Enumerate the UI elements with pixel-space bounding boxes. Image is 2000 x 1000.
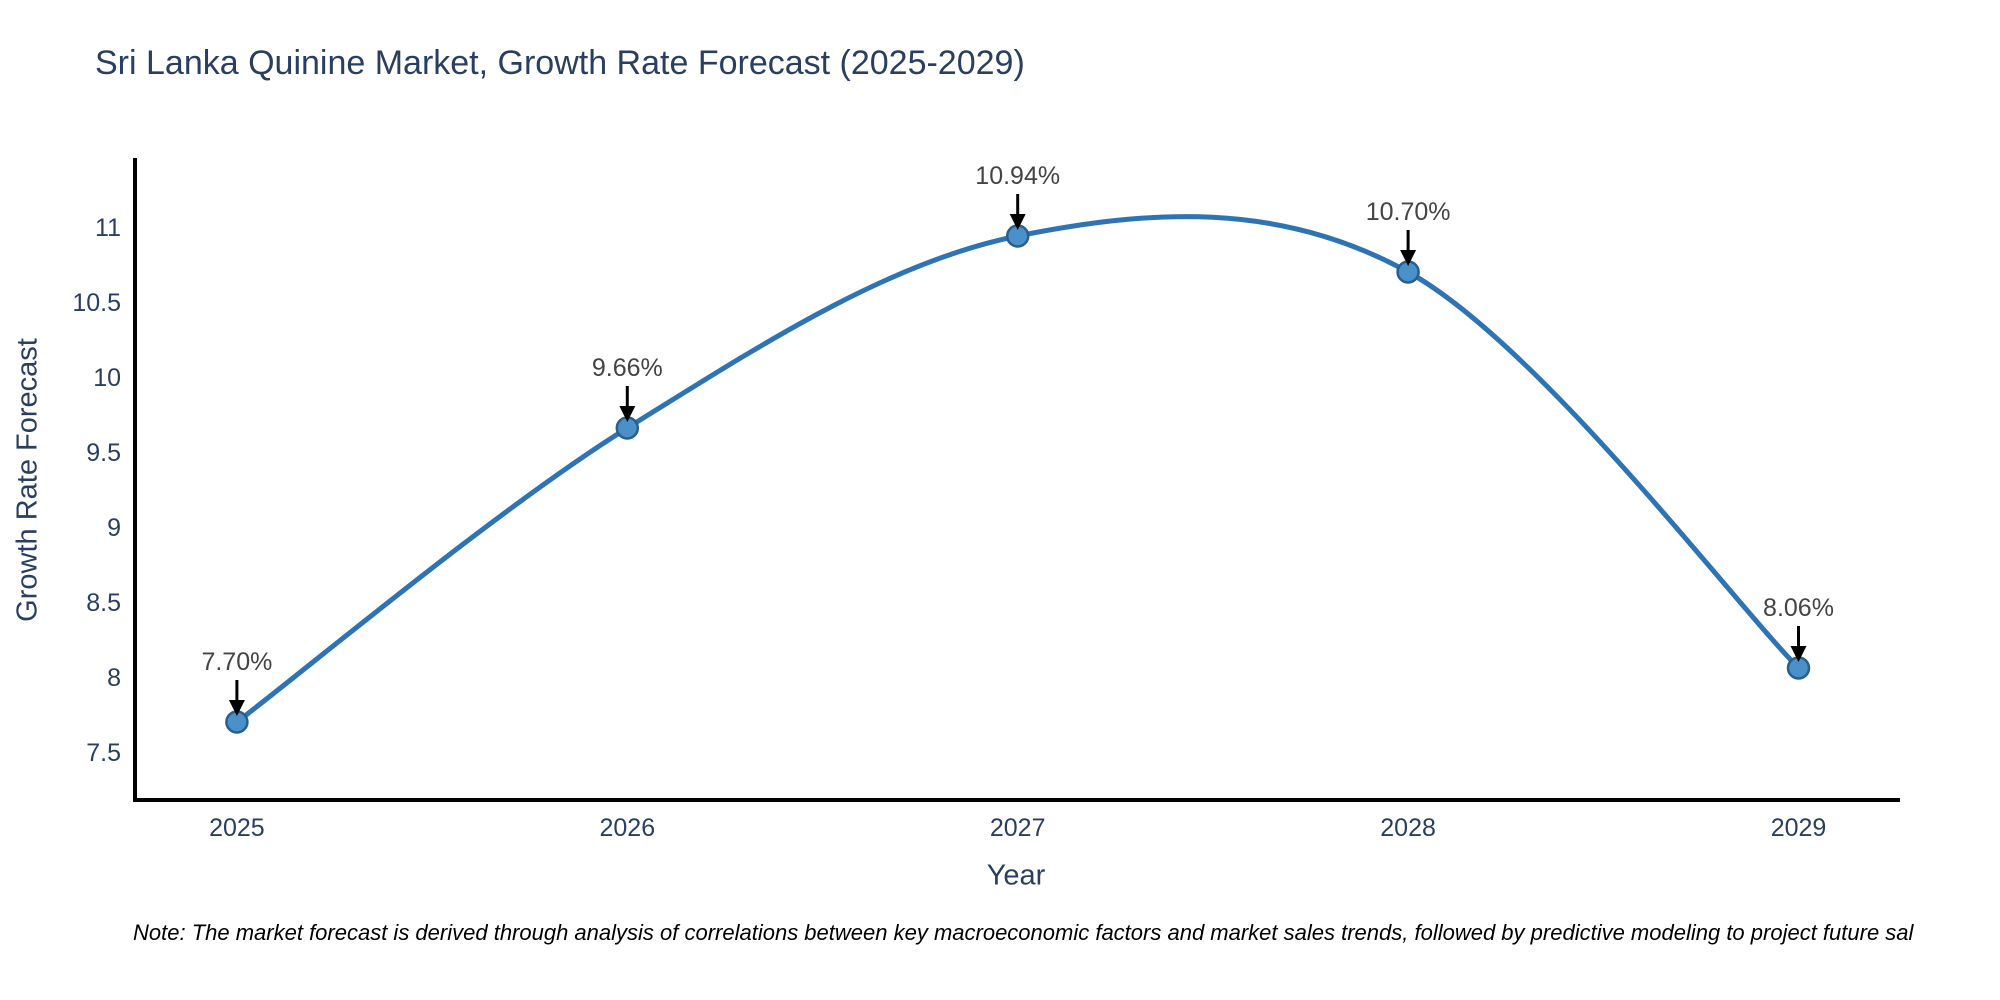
annotation-arrowhead (619, 406, 636, 422)
point-value-label: 9.66% (592, 354, 663, 382)
x-tick-label: 2028 (1380, 814, 1436, 842)
footnote: Note: The market forecast is derived thr… (133, 920, 1914, 945)
x-axis-title: Year (986, 859, 1046, 892)
chart-title: Sri Lanka Quinine Market, Growth Rate Fo… (95, 44, 1025, 82)
point-value-label: 7.70% (201, 648, 272, 676)
x-tick-label: 2027 (990, 814, 1046, 842)
y-tick-label: 10.5 (72, 289, 121, 317)
point-value-label: 10.70% (1366, 198, 1451, 226)
y-tick-label: 8.5 (86, 589, 121, 617)
point-value-label: 10.94% (975, 162, 1060, 190)
y-axis-title: Growth Rate Forecast (11, 338, 44, 622)
annotation-arrowhead (228, 700, 245, 716)
y-tick-label: 9.5 (86, 439, 121, 467)
trend-line (234, 214, 1801, 725)
axis-lines (133, 158, 1900, 802)
annotation-arrowhead (1009, 214, 1026, 230)
annotation-arrowhead (1400, 250, 1417, 266)
y-tick-label: 10 (93, 364, 121, 392)
x-tick-label: 2026 (599, 814, 655, 842)
y-tick-label: 7.5 (86, 739, 121, 767)
x-tick-label: 2029 (1771, 814, 1827, 842)
y-tick-label: 11 (95, 214, 121, 242)
point-value-label: 8.06% (1763, 594, 1834, 622)
annotation-arrowhead (1790, 646, 1807, 662)
y-tick-label: 9 (107, 514, 121, 542)
y-tick-label: 8 (107, 664, 121, 692)
x-tick-label: 2025 (209, 814, 265, 842)
